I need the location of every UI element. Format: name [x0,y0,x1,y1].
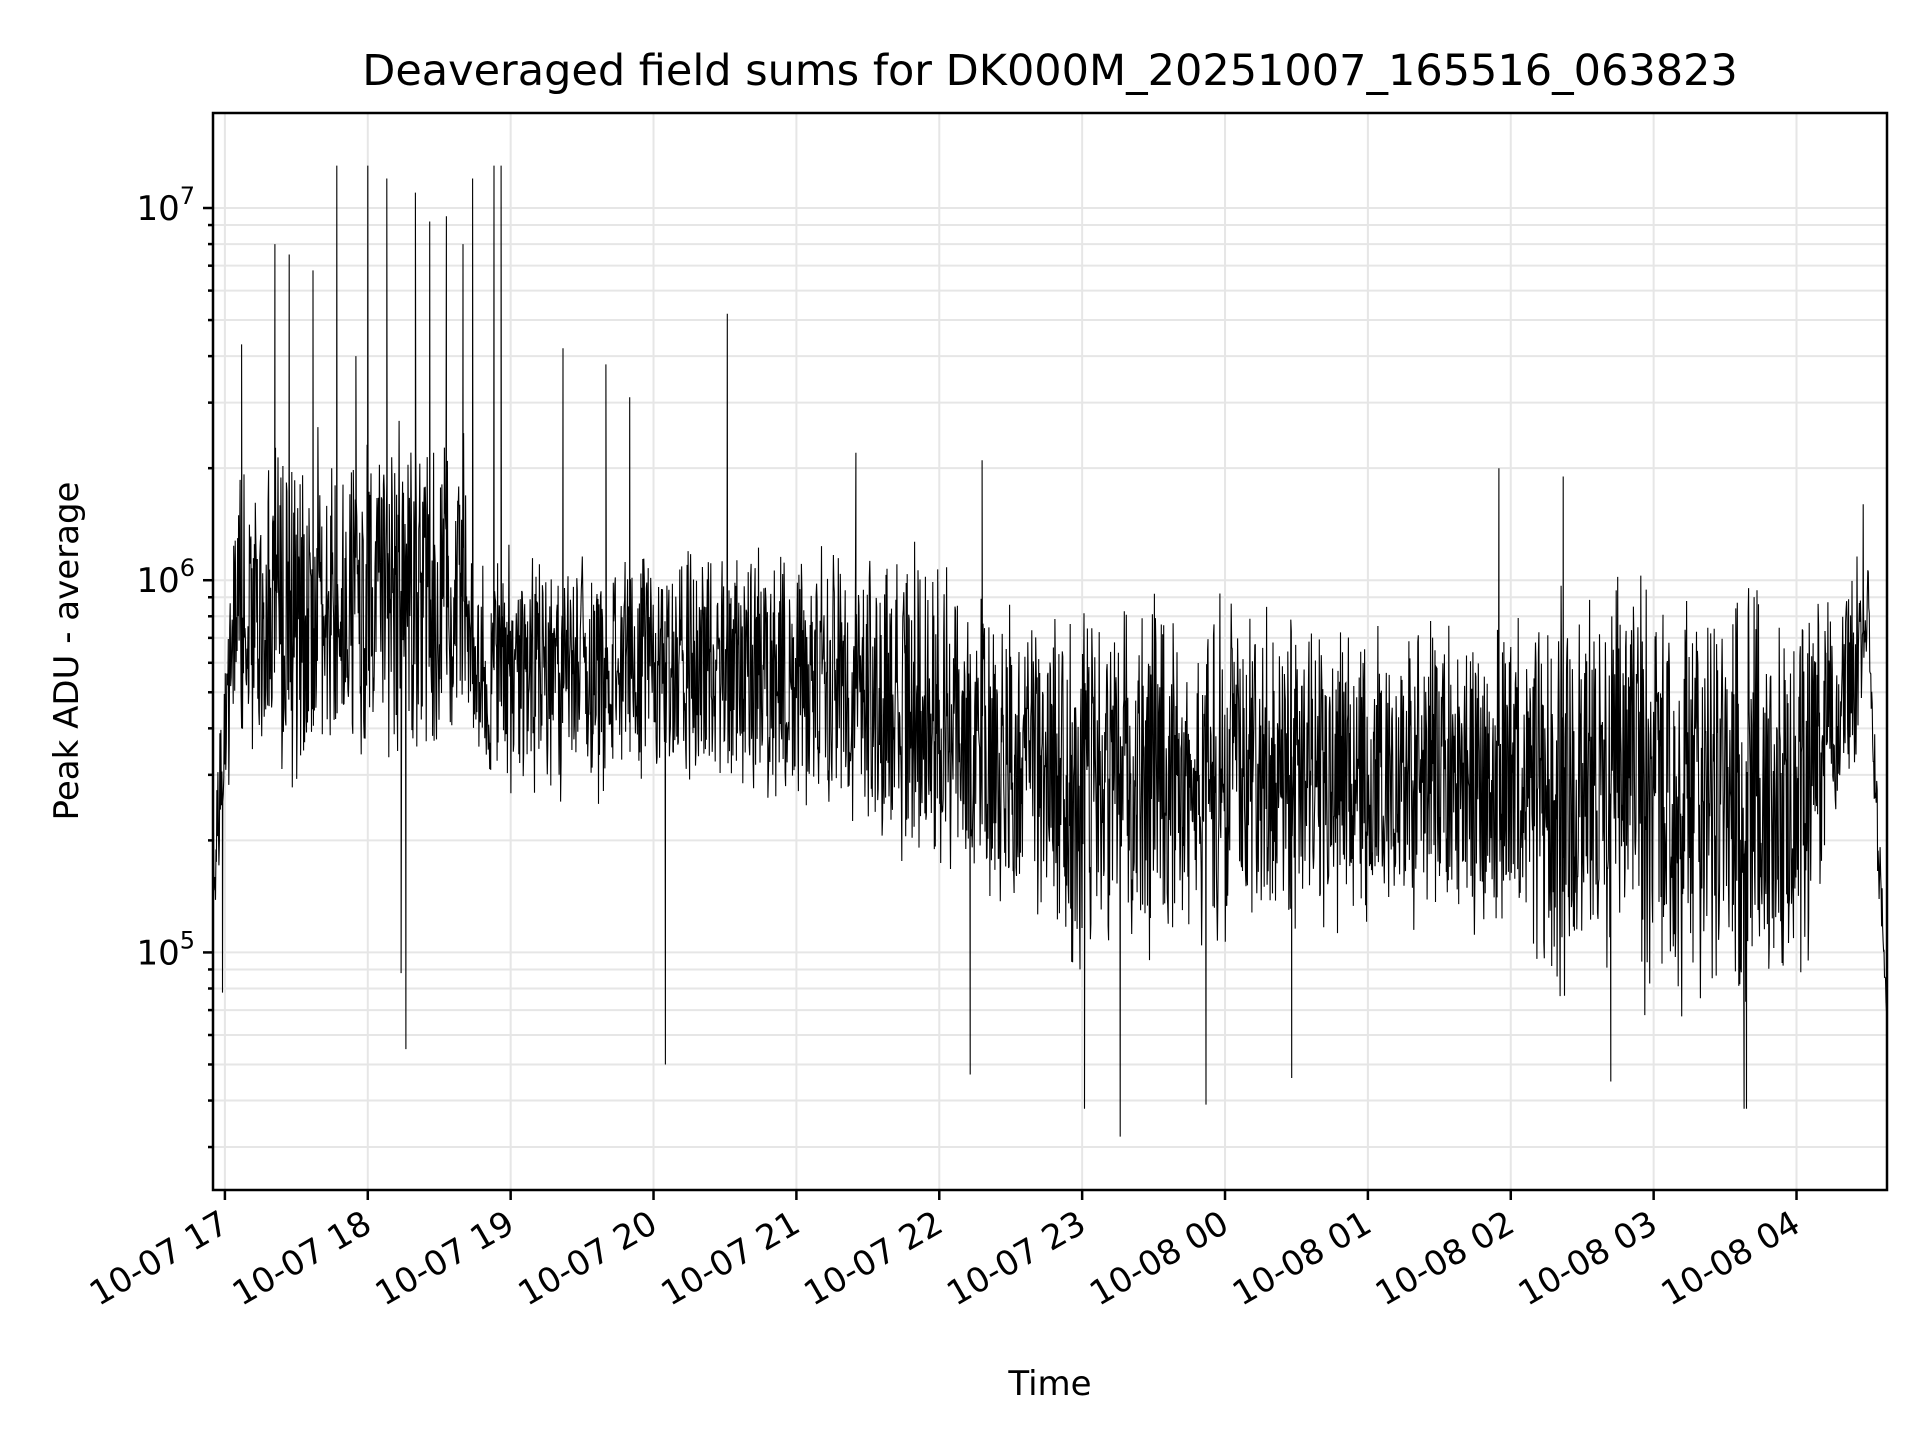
series-line-path [212,165,1888,1137]
y-tick-exponent: 6 [180,554,195,582]
y-tick-exponent: 7 [180,182,195,210]
y-tick-label: 106 [136,554,195,601]
y-axis-label: Peak ADU - average [47,482,87,821]
plot-frame [211,111,1889,1192]
y-tick-base: 10 [136,561,179,601]
y-tick-exponent: 5 [180,926,195,954]
chart-title: Deaveraged field sums for DK000M_2025100… [362,46,1738,96]
x-axis-label: Time [1007,1364,1091,1404]
series-line [212,165,1888,1137]
y-tick-label: 107 [136,182,195,229]
y-tick-base: 10 [136,189,179,229]
y-tick-label: 105 [136,926,195,973]
y-tick-base: 10 [136,933,179,973]
